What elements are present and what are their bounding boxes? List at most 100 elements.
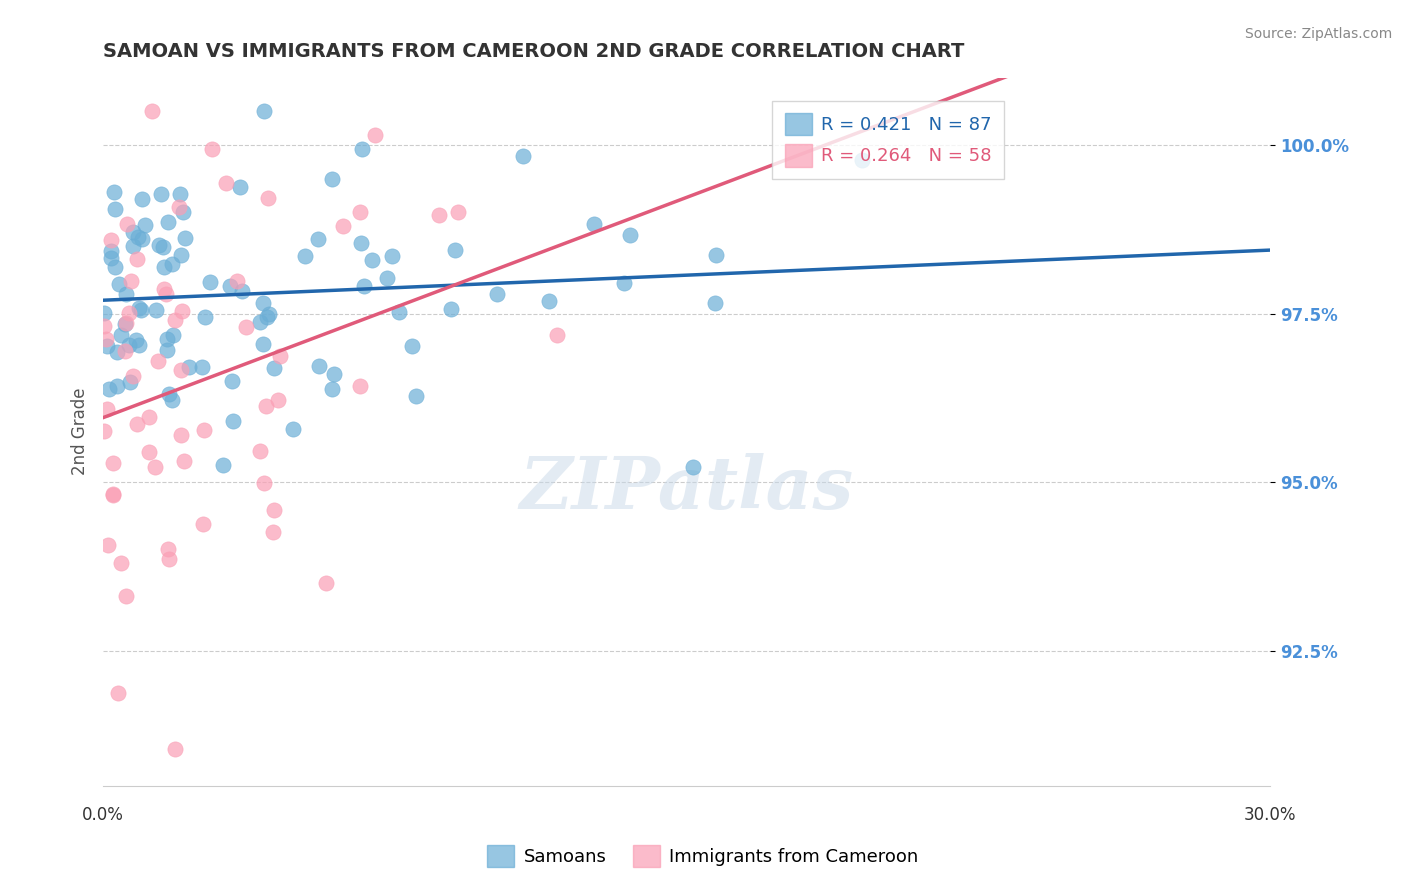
Point	[352, 142, 374, 156]
Point	[134, 218, 156, 232]
Point	[193, 424, 215, 438]
Point	[115, 590, 138, 604]
Point	[160, 257, 183, 271]
Point	[308, 359, 330, 373]
Point	[118, 338, 141, 352]
Point	[96, 402, 118, 417]
Point	[170, 304, 193, 318]
Point	[121, 239, 143, 253]
Point	[706, 248, 728, 262]
Point	[157, 542, 180, 557]
Point	[315, 576, 337, 591]
Point	[131, 232, 153, 246]
Point	[160, 392, 183, 407]
Text: Source: ZipAtlas.com: Source: ZipAtlas.com	[1244, 27, 1392, 41]
Text: SAMOAN VS IMMIGRANTS FROM CAMEROON 2ND GRADE CORRELATION CHART: SAMOAN VS IMMIGRANTS FROM CAMEROON 2ND G…	[103, 42, 965, 61]
Point	[214, 176, 236, 190]
Point	[169, 427, 191, 442]
Point	[191, 360, 214, 375]
Point	[93, 424, 115, 438]
Point	[145, 302, 167, 317]
Point	[613, 276, 636, 290]
Point	[165, 741, 187, 756]
Point	[405, 389, 427, 403]
Point	[143, 459, 166, 474]
Y-axis label: 2nd Grade: 2nd Grade	[72, 388, 89, 475]
Point	[117, 218, 139, 232]
Point	[321, 382, 343, 396]
Point	[105, 379, 128, 393]
Point	[156, 343, 179, 358]
Point	[115, 286, 138, 301]
Point	[128, 338, 150, 352]
Point	[332, 219, 354, 234]
Point	[851, 153, 873, 167]
Point	[283, 422, 305, 436]
Point	[93, 319, 115, 334]
Point	[107, 686, 129, 700]
Point	[221, 374, 243, 388]
Legend: Samoans, Immigrants from Cameroon: Samoans, Immigrants from Cameroon	[479, 838, 927, 874]
Point	[256, 191, 278, 205]
Point	[257, 307, 280, 321]
Point	[538, 294, 561, 309]
Point	[381, 249, 404, 263]
Point	[294, 249, 316, 263]
Point	[104, 260, 127, 275]
Point	[447, 205, 470, 219]
Point	[619, 227, 641, 242]
Point	[153, 282, 176, 296]
Point	[307, 232, 329, 246]
Point	[249, 443, 271, 458]
Point	[131, 192, 153, 206]
Point	[321, 172, 343, 186]
Point	[267, 392, 290, 407]
Point	[263, 360, 285, 375]
Point	[211, 458, 233, 472]
Point	[98, 383, 121, 397]
Point	[349, 378, 371, 392]
Point	[114, 318, 136, 332]
Point	[231, 284, 253, 298]
Point	[254, 400, 277, 414]
Point	[173, 454, 195, 468]
Point	[229, 179, 252, 194]
Point	[249, 315, 271, 329]
Point	[198, 275, 221, 289]
Point	[110, 328, 132, 343]
Point	[96, 333, 118, 347]
Point	[138, 409, 160, 424]
Point	[201, 142, 224, 156]
Point	[353, 279, 375, 293]
Point	[218, 279, 240, 293]
Point	[125, 417, 148, 432]
Point	[361, 253, 384, 268]
Point	[401, 339, 423, 353]
Point	[100, 233, 122, 247]
Point	[120, 274, 142, 288]
Point	[108, 277, 131, 292]
Text: 30.0%: 30.0%	[1244, 806, 1296, 824]
Point	[103, 185, 125, 199]
Point	[101, 456, 124, 470]
Point	[440, 301, 463, 316]
Point	[127, 230, 149, 244]
Point	[512, 149, 534, 163]
Point	[269, 349, 291, 363]
Point	[157, 552, 180, 566]
Point	[169, 186, 191, 201]
Point	[252, 296, 274, 310]
Point	[101, 488, 124, 502]
Point	[349, 204, 371, 219]
Point	[222, 414, 245, 428]
Point	[121, 225, 143, 239]
Point	[149, 186, 172, 201]
Point	[100, 252, 122, 266]
Point	[262, 524, 284, 539]
Point	[127, 252, 149, 267]
Point	[253, 104, 276, 119]
Point	[253, 476, 276, 491]
Point	[96, 338, 118, 352]
Point	[152, 240, 174, 254]
Point	[156, 332, 179, 346]
